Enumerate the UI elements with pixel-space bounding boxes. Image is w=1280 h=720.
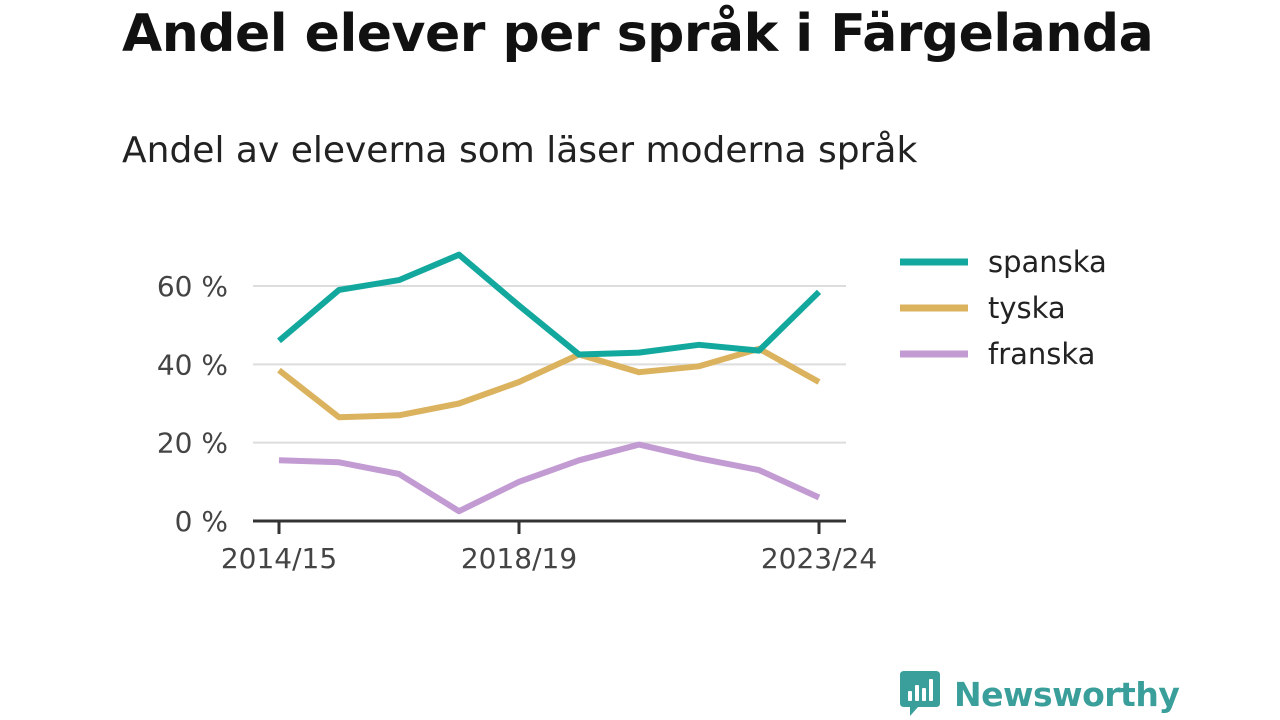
x-axis <box>253 519 846 534</box>
series-lines <box>277 251 822 515</box>
chart-subtitle: Andel av eleverna som läser moderna språ… <box>122 130 918 171</box>
legend-label-spanska: spanska <box>988 245 1107 279</box>
x-tick-label: 2023/24 <box>761 542 877 575</box>
brand-name: Newsworthy <box>954 674 1180 714</box>
legend-label-franska: franska <box>988 337 1095 371</box>
x-tick-label: 2018/19 <box>461 542 577 575</box>
y-tick-label: 40 % <box>157 348 228 381</box>
y-tick-label: 60 % <box>157 270 228 303</box>
legend-label-tyska: tyska <box>988 291 1066 325</box>
y-tick-label: 20 % <box>157 427 228 460</box>
legend: spanska tyska franska <box>900 245 1107 371</box>
series-line-tyska <box>277 345 821 421</box>
newsworthy-logo: Newsworthy <box>900 670 1180 718</box>
y-axis-labels: 0 % 20 % 40 % 60 % <box>157 270 228 538</box>
series-line-spanska <box>277 251 822 358</box>
chart-title: Andel elever per språk i Färgelanda <box>122 4 1154 64</box>
x-tick-label: 2014/15 <box>221 542 337 575</box>
bar-chart-icon <box>900 671 940 716</box>
x-axis-labels: 2014/15 2018/19 2023/24 <box>221 542 877 575</box>
series-line-franska <box>278 441 821 515</box>
y-tick-label: 0 % <box>175 505 228 538</box>
